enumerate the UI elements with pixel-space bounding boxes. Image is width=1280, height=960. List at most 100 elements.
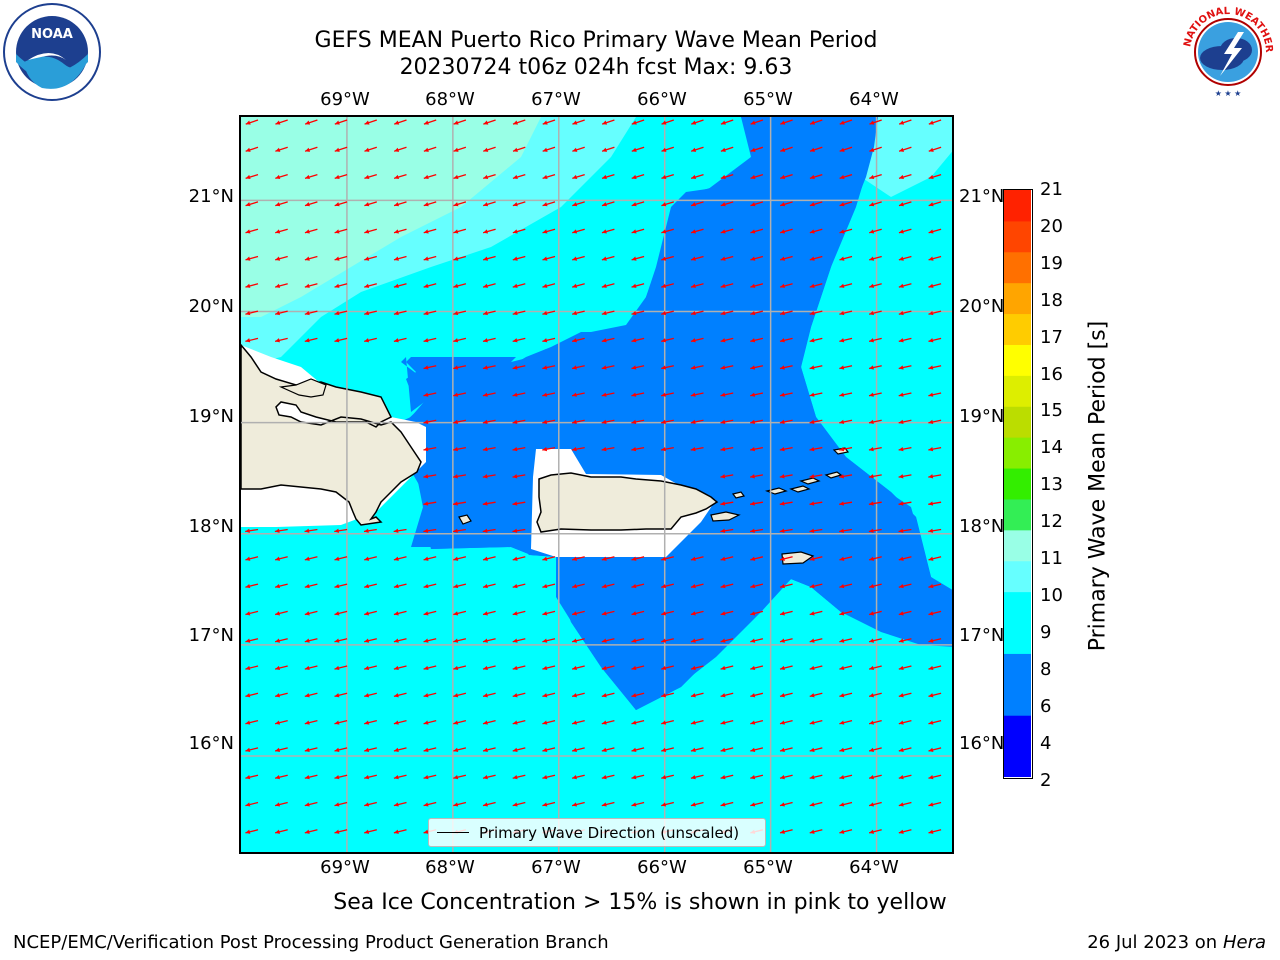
wave-arrow-head [631,638,637,643]
wave-arrow-head [542,611,548,616]
wave-arrow-head [898,611,904,616]
wave-arrow-head [304,720,310,725]
wave-arrow-head [720,419,726,425]
wave-arrow-head [572,202,578,207]
wave-arrow-head [334,229,340,234]
wave-arrow-head [661,693,667,698]
wave-arrow-head [483,256,489,261]
wave-arrow-head [839,365,845,370]
wave-arrow-head [839,528,844,533]
wave-arrow-head [245,693,251,698]
wave-arrow-head [839,638,845,643]
sea-ice-note: Sea Ice Concentration > 15% is shown in … [333,890,947,915]
wave-arrow-head [453,283,459,288]
wave-arrow-head [839,419,845,425]
wave-arrow-head [839,720,845,725]
wave-arrow-head [601,638,607,643]
wave-arrow-head [780,638,785,643]
wave-arrow-head [661,392,666,397]
wave-arrow-head [868,446,874,452]
wave-arrow-head [869,638,875,643]
colorbar-tick: 10 [1040,585,1063,606]
wave-arrow-head [661,365,667,370]
wave-arrow-head [423,229,429,234]
wave-arrow-head [334,283,340,288]
wave-arrow-head [453,720,459,725]
wave-arrow-head [601,665,607,671]
nws-logo: NATIONAL WEATHER SERVICE ★ ★ ★ [1178,2,1276,100]
wave-arrow-head [690,665,696,671]
wave-arrow-head [542,747,548,752]
wave-arrow-head [898,474,904,479]
wave-arrow-head [869,174,875,180]
wave-arrow-head [690,338,696,343]
wave-arrow-head [394,147,400,152]
wave-arrow-head [898,638,904,643]
wave-arrow-head [720,665,726,671]
wave-arrow-head [512,583,518,589]
wave-arrow-head [868,528,874,533]
wave-arrow-head [275,556,281,561]
wave-arrow-head [423,392,429,397]
colorbar-tick: 11 [1040,548,1063,569]
wave-arrow-head [720,120,726,125]
wave-arrow-head [928,174,934,180]
footer-branch: NCEP/EMC/Verification Post Processing Pr… [13,932,609,953]
wave-arrow-head [483,802,488,807]
wave-arrow-head [839,202,845,207]
wave-arrow-head [869,256,875,261]
wave-arrow-head [809,392,815,397]
wave-arrow-head [780,802,785,807]
wave-arrow-head [275,693,281,698]
wave-arrow-head [572,556,578,561]
graticule [241,117,952,852]
wave-arrow-head [334,638,340,643]
wave-arrow-head [305,147,311,152]
wave-arrow-head [661,747,667,752]
wave-arrow-head [779,474,785,479]
wave-arrow-head [750,802,756,807]
wave-arrow-head [512,802,518,807]
wave-arrow-head [780,310,785,316]
wave-arrow-head [304,829,310,834]
wave-arrow-head [512,474,518,479]
wave-arrow-head [750,556,756,561]
lon-label: 66°W [637,89,687,110]
wave-arrow-head [779,365,785,370]
wave-arrow-head [750,120,756,125]
wave-arrow-head [809,283,815,288]
chart-subtitle: 20230724 t06z 024h fcst Max: 9.63 [399,55,793,80]
wave-arrow-head [542,338,548,343]
wave-arrow-head [423,256,429,261]
wave-arrow-head [780,693,785,698]
wave-arrow-head [601,583,607,589]
wave-arrow-head [720,775,726,780]
wave-arrow-head [839,392,845,397]
wave-arrow-head [274,528,280,533]
wave-arrow-head [839,501,845,506]
wave-arrow-head [393,283,399,288]
wave-arrow-head [304,747,310,752]
wave-arrow-head [839,338,845,343]
lat-label: 19°N [959,406,1005,427]
wave-arrow-head [631,256,637,261]
lat-label: 19°N [188,406,234,427]
wave-arrow-head [245,283,251,288]
wave-arrow-head [423,338,429,343]
colorbar-tick: 8 [1040,659,1052,680]
wave-arrow-head [393,802,399,807]
wave-arrow-head [750,775,756,780]
lat-label: 20°N [188,296,234,317]
wave-arrow-head [334,310,340,316]
colorbar-band [1004,560,1031,593]
wave-arrow-head [750,229,756,234]
colorbar-tick: 13 [1040,474,1063,495]
wave-arrow-head [334,583,340,589]
wave-arrow-head [809,365,815,370]
wave-arrow-head [572,256,578,261]
wave-arrow-head [572,611,578,616]
wave-arrow-head [334,174,340,180]
wave-arrow-head [512,392,518,397]
wave-arrow-head [750,747,756,752]
wave-arrow-head [661,229,667,234]
